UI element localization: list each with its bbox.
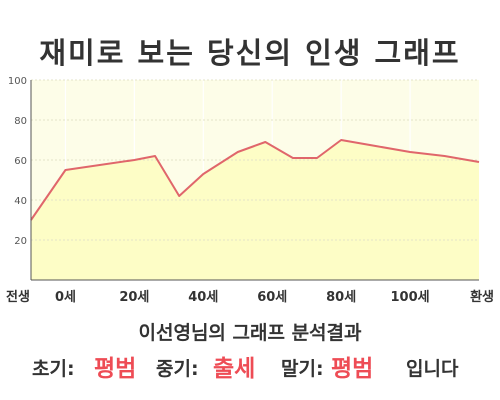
mid-value: 출세 xyxy=(213,356,256,382)
y-tick-label: 60 xyxy=(14,156,27,167)
late-label: 말기: xyxy=(281,358,324,380)
x-tick-label: 100세 xyxy=(391,290,430,305)
x-tick-label: 전생 xyxy=(6,289,30,305)
life-line xyxy=(30,139,480,221)
y-tick-label: 100 xyxy=(8,76,27,87)
early-label: 초기: xyxy=(32,358,75,380)
analysis-subtitle: 이선영님의 그래프 분석결과 xyxy=(138,322,362,344)
y-tick-label: 20 xyxy=(14,236,27,247)
ending-text: 입니다 xyxy=(406,358,459,380)
y-tick-label: 80 xyxy=(14,116,27,127)
life-area-fill xyxy=(31,140,479,280)
early-value: 평범 xyxy=(94,356,137,382)
mid-label: 중기: xyxy=(156,358,199,380)
x-tick-label: 환생 xyxy=(470,289,494,305)
x-tick-label: 40세 xyxy=(188,290,218,305)
chart-title: 재미로 보는 당신의 인생 그래프 xyxy=(39,36,461,70)
x-tick-label: 0세 xyxy=(55,290,76,305)
x-tick-label: 80세 xyxy=(326,290,356,305)
y-tick-label: 40 xyxy=(14,196,27,207)
late-value: 평범 xyxy=(331,356,374,382)
x-tick-label: 60세 xyxy=(257,290,287,305)
x-tick-label: 20세 xyxy=(119,290,149,305)
analysis-result: 초기: 평범 중기: 출세 말기: 평범 입니다 xyxy=(0,346,500,382)
